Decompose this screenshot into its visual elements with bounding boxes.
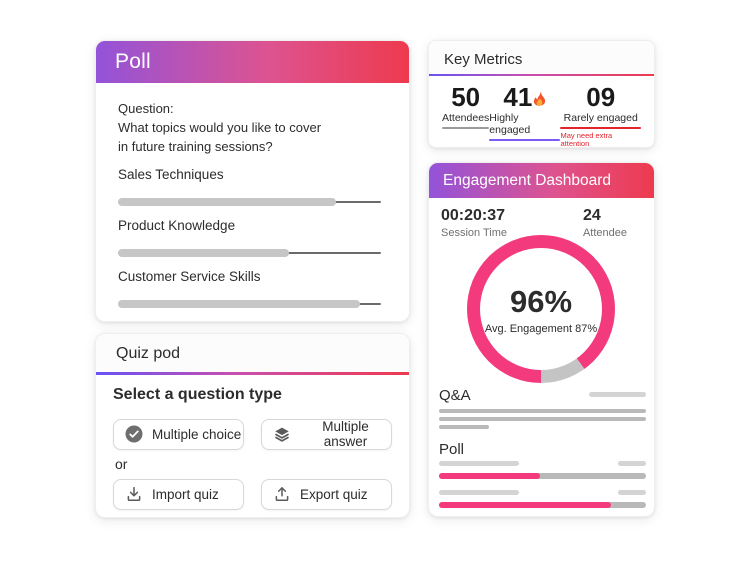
session-time-stat: 00:20:37 Session Time (441, 207, 507, 239)
metric-note: May need extra attention (560, 131, 613, 148)
metric-underline (560, 127, 641, 129)
poll-result-bar (439, 473, 646, 479)
multiple-answer-button[interactable]: Multiple answer (261, 418, 392, 450)
poll-card: Poll Question: What topics would you lik… (95, 40, 410, 322)
engagement-donut (467, 235, 615, 383)
poll-card-title: Poll (115, 50, 151, 73)
fire-icon (533, 83, 546, 111)
poll-card-header: Poll (96, 41, 409, 83)
qa-section-label: Q&A (439, 387, 471, 404)
bar-fill (118, 249, 289, 257)
poll-option-result-bar (118, 198, 381, 206)
export-quiz-button[interactable]: Export quiz (261, 478, 392, 510)
metric-value: 50 (451, 82, 481, 112)
multiple-choice-label: Multiple choice (152, 426, 242, 442)
metric-highly-engaged: 41 Highly engaged (489, 83, 561, 148)
question-type-row: Multiple choice Multiple answer (113, 418, 392, 450)
attendee-value: 24 (582, 207, 601, 224)
quiz-pod-header: Quiz pod (96, 334, 409, 372)
bar-fill (118, 198, 337, 206)
layers-icon (273, 425, 291, 443)
poll-option-label: Product Knowledge (118, 218, 236, 233)
poll-skeleton-label-bar (439, 461, 519, 466)
poll-result-bar (439, 502, 646, 508)
or-label: or (115, 455, 128, 472)
question-type-heading: Select a question type (113, 385, 282, 403)
download-icon (125, 485, 143, 503)
qa-skeleton-bar (439, 409, 646, 413)
session-time-value: 00:20:37 (441, 207, 506, 224)
poll-option: Product Knowledge (118, 217, 381, 257)
dashboard-stats-row: 00:20:37 Session Time 24 Attendee (429, 198, 654, 239)
key-metrics-row: 50 Attendees 41 Highly engaged 09 Rarely… (429, 76, 654, 148)
poll-section-label: Poll (439, 441, 465, 458)
poll-option: Customer Service Skills (118, 268, 381, 308)
donut-center-text: 96% Avg. Engagement 87% (467, 235, 615, 383)
poll-option: Sales Techniques (118, 166, 381, 206)
poll-result-fill (439, 502, 611, 508)
poll-skeleton-count-bar (618, 461, 646, 466)
upload-icon (273, 485, 291, 503)
avg-engagement-label: Avg. Engagement 87% (484, 322, 598, 335)
session-time-label: Session Time (441, 227, 508, 239)
quiz-pod-title: Quiz pod (116, 345, 181, 362)
metric-underline (442, 127, 490, 129)
metric-label: Highly engaged (489, 112, 531, 136)
poll-option-result-bar (118, 249, 381, 257)
metric-attendees: 50 Attendees (442, 82, 490, 148)
metric-value-text: 41 (503, 82, 533, 112)
poll-question-label: Question: (118, 101, 174, 116)
qa-skeleton-bar (439, 425, 489, 429)
bar-fill (118, 300, 360, 308)
qa-skeleton-bar (439, 417, 646, 421)
attendee-label: Attendee (582, 227, 627, 239)
poll-option-result-bar (118, 300, 381, 308)
import-quiz-label: Import quiz (152, 486, 219, 502)
gradient-divider (429, 74, 654, 76)
poll-question-line2: in future training sessions? (118, 139, 273, 154)
poll-option-label: Customer Service Skills (118, 269, 261, 284)
import-quiz-button[interactable]: Import quiz (113, 478, 244, 510)
key-metrics-title: Key Metrics (444, 51, 523, 68)
attendee-stat: 24 Attendee (583, 207, 627, 239)
poll-skeleton-label-bar (439, 490, 519, 495)
key-metrics-header: Key Metrics (429, 41, 654, 74)
dashboard-title: Engagement Dashboard (443, 171, 612, 189)
metric-rarely-engaged: 09 Rarely engaged May need extra attenti… (560, 83, 641, 148)
metric-label: Rarely engaged (563, 112, 638, 124)
metric-value: 41 (503, 83, 546, 111)
poll-result-fill (439, 473, 541, 479)
engagement-percentage: 96% (509, 283, 573, 319)
quiz-pod-body: Select a question type Multiple choice M… (96, 375, 409, 510)
dashboard-header: Engagement Dashboard (429, 163, 654, 198)
poll-question-line1: What topics would you like to cover (118, 120, 322, 135)
metric-value: 09 (586, 82, 616, 112)
key-metrics-card: Key Metrics 50 Attendees 41 Highly engag… (428, 40, 655, 148)
engagement-donut-chart: 96% Avg. Engagement 87% (467, 235, 615, 383)
poll-option-label: Sales Techniques (118, 167, 224, 182)
poll-card-body: Question: What topics would you like to … (96, 83, 409, 308)
import-export-row: Import quiz Export quiz (113, 478, 392, 510)
engagement-dashboard-card: Engagement Dashboard 00:20:37 Session Ti… (428, 162, 655, 517)
metric-underline (489, 139, 561, 141)
export-quiz-label: Export quiz (300, 486, 368, 502)
qa-skeleton-bar (589, 392, 646, 397)
multiple-choice-button[interactable]: Multiple choice (113, 418, 244, 450)
check-circle-icon (125, 425, 143, 443)
multiple-answer-label: Multiple answer (322, 419, 369, 449)
gradient-divider (96, 372, 409, 375)
quiz-pod-card: Quiz pod Select a question type Multiple… (95, 333, 410, 518)
poll-skeleton-count-bar (618, 490, 646, 495)
metric-label: Attendees (442, 112, 490, 124)
poll-question: Question: What topics would you like to … (118, 99, 381, 156)
